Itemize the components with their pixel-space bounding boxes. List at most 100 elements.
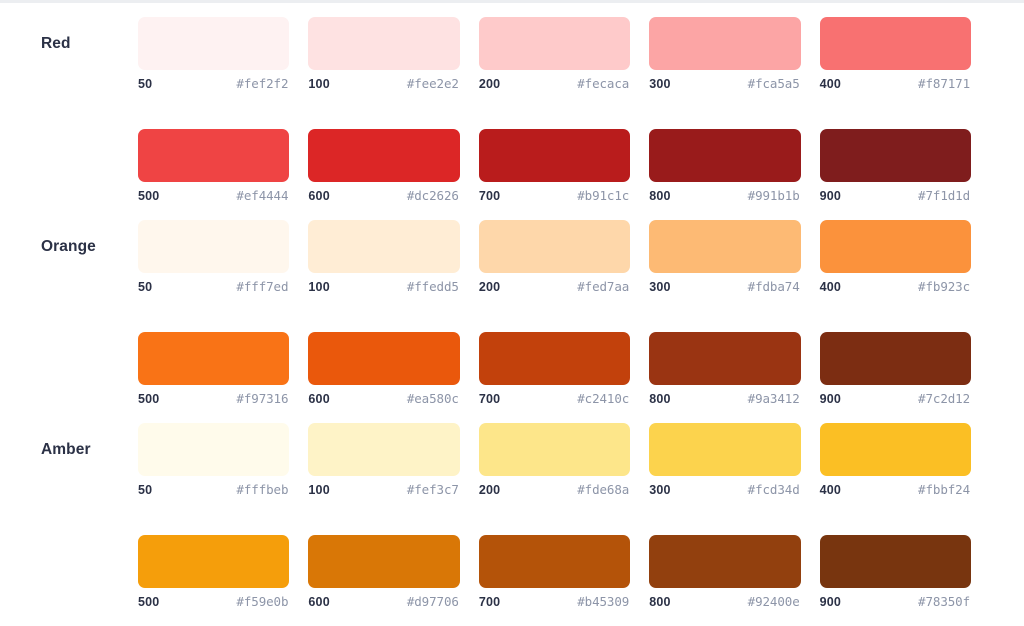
swatch-chip[interactable]	[138, 129, 290, 182]
swatch-chip[interactable]	[649, 535, 801, 588]
swatch-chip[interactable]	[138, 220, 290, 273]
swatch-chip[interactable]	[138, 332, 290, 385]
swatch-chip[interactable]	[308, 332, 460, 385]
shade-hex-code[interactable]: #b91c1c	[577, 188, 630, 203]
swatch-meta: 50 #fef2f2	[138, 76, 289, 91]
shade-hex-code[interactable]: #991b1b	[747, 188, 800, 203]
swatch-chip[interactable]	[138, 535, 290, 588]
shade-hex-code[interactable]: #fee2e2	[406, 76, 459, 91]
swatch-cell[interactable]: 50 #fffbeb	[138, 423, 290, 497]
shade-hex-code[interactable]: #ef4444	[236, 188, 289, 203]
shade-hex-code[interactable]: #fde68a	[577, 482, 630, 497]
shade-hex-code[interactable]: #fef2f2	[236, 76, 289, 91]
swatch-cell[interactable]: 50 #fef2f2	[138, 17, 290, 91]
swatch-chip[interactable]	[308, 17, 460, 70]
swatch-cell[interactable]: 100 #fee2e2	[308, 17, 460, 91]
swatch-cell[interactable]: 700 #b91c1c	[478, 129, 631, 203]
swatch-cell[interactable]: 900 #7c2d12	[819, 332, 972, 406]
shade-hex-code[interactable]: #c2410c	[577, 391, 630, 406]
swatch-cell[interactable]: 200 #fed7aa	[478, 220, 631, 294]
swatch-cell[interactable]: 200 #fecaca	[478, 17, 631, 91]
swatch-row: 50 #fef2f2 100 #fee2e2 200 #fecaca 300 #fca5a5 4…	[138, 17, 972, 91]
shade-hex-code[interactable]: #fffbeb	[236, 482, 289, 497]
swatch-chip[interactable]	[308, 220, 460, 273]
swatch-chip[interactable]	[478, 17, 631, 70]
shade-hex-code[interactable]: #f87171	[918, 76, 971, 91]
swatch-cell[interactable]: 500 #f59e0b	[138, 535, 290, 609]
swatch-meta: 300 #fcd34d	[649, 482, 800, 497]
shade-hex-code[interactable]: #fff7ed	[236, 279, 289, 294]
shade-hex-code[interactable]: #d97706	[406, 594, 459, 609]
shade-hex-code[interactable]: #7f1d1d	[918, 188, 971, 203]
swatch-cell[interactable]: 200 #fde68a	[478, 423, 631, 497]
shade-number: 300	[649, 77, 671, 91]
swatch-cell[interactable]: 500 #f97316	[138, 332, 290, 406]
swatch-cell[interactable]: 700 #b45309	[478, 535, 631, 609]
shade-hex-code[interactable]: #fef3c7	[406, 482, 459, 497]
shade-hex-code[interactable]: #fcd34d	[747, 482, 800, 497]
swatch-cell[interactable]: 100 #ffedd5	[308, 220, 460, 294]
swatch-cell[interactable]: 300 #fcd34d	[649, 423, 801, 497]
group-label: Red	[41, 34, 71, 52]
swatch-cell[interactable]: 800 #92400e	[649, 535, 801, 609]
swatch-chip[interactable]	[308, 535, 460, 588]
swatch-chip[interactable]	[138, 423, 290, 476]
shade-hex-code[interactable]: #b45309	[577, 594, 630, 609]
shade-hex-code[interactable]: #fb923c	[918, 279, 971, 294]
shade-number: 400	[819, 77, 842, 91]
swatch-chip[interactable]	[649, 423, 801, 476]
swatch-chip[interactable]	[819, 17, 972, 70]
swatch-chip[interactable]	[819, 220, 972, 273]
swatch-cell[interactable]: 100 #fef3c7	[308, 423, 460, 497]
swatch-cell[interactable]: 300 #fca5a5	[649, 17, 801, 91]
swatch-cell[interactable]: 800 #9a3412	[649, 332, 801, 406]
group-label-cell: Red	[0, 17, 138, 70]
shade-hex-code[interactable]: #78350f	[918, 594, 971, 609]
shade-hex-code[interactable]: #fecaca	[577, 76, 630, 91]
swatch-chip[interactable]	[819, 535, 972, 588]
shade-hex-code[interactable]: #fdba74	[747, 279, 800, 294]
swatch-chip[interactable]	[819, 423, 972, 476]
swatch-chip[interactable]	[138, 17, 290, 70]
swatch-cell[interactable]: 600 #dc2626	[308, 129, 460, 203]
shade-hex-code[interactable]: #7c2d12	[918, 391, 971, 406]
swatch-chip[interactable]	[649, 17, 801, 70]
group-swatch-rows: 50 #fffbeb 100 #fef3c7 200 #fde68a 300 #fcd34d 4…	[138, 423, 1024, 609]
swatch-cell[interactable]: 700 #c2410c	[478, 332, 631, 406]
swatch-cell[interactable]: 900 #78350f	[819, 535, 972, 609]
swatch-cell[interactable]: 50 #fff7ed	[138, 220, 290, 294]
swatch-chip[interactable]	[478, 423, 631, 476]
shade-hex-code[interactable]: #9a3412	[747, 391, 800, 406]
swatch-cell[interactable]: 400 #fbbf24	[819, 423, 972, 497]
swatch-chip[interactable]	[478, 220, 631, 273]
shade-hex-code[interactable]: #fbbf24	[918, 482, 971, 497]
swatch-chip[interactable]	[308, 129, 460, 182]
swatch-chip[interactable]	[649, 220, 801, 273]
shade-hex-code[interactable]: #fed7aa	[577, 279, 630, 294]
swatch-chip[interactable]	[478, 535, 631, 588]
swatch-chip[interactable]	[819, 332, 972, 385]
shade-hex-code[interactable]: #ea580c	[406, 391, 459, 406]
swatch-cell[interactable]: 600 #ea580c	[308, 332, 460, 406]
swatch-meta: 200 #fed7aa	[479, 279, 630, 294]
swatch-cell[interactable]: 300 #fdba74	[649, 220, 801, 294]
shade-hex-code[interactable]: #ffedd5	[406, 279, 459, 294]
swatch-cell[interactable]: 800 #991b1b	[649, 129, 801, 203]
swatch-cell[interactable]: 900 #7f1d1d	[819, 129, 972, 203]
swatch-cell[interactable]: 500 #ef4444	[138, 129, 290, 203]
swatch-chip[interactable]	[649, 332, 801, 385]
swatch-cell[interactable]: 600 #d97706	[308, 535, 460, 609]
swatch-meta: 900 #7c2d12	[820, 391, 971, 406]
swatch-chip[interactable]	[649, 129, 801, 182]
swatch-chip[interactable]	[819, 129, 972, 182]
swatch-cell[interactable]: 400 #fb923c	[819, 220, 972, 294]
swatch-cell[interactable]: 400 #f87171	[819, 17, 972, 91]
swatch-chip[interactable]	[308, 423, 460, 476]
shade-hex-code[interactable]: #f59e0b	[236, 594, 289, 609]
shade-hex-code[interactable]: #dc2626	[406, 188, 459, 203]
swatch-chip[interactable]	[478, 332, 631, 385]
shade-hex-code[interactable]: #f97316	[236, 391, 289, 406]
shade-hex-code[interactable]: #92400e	[747, 594, 800, 609]
shade-hex-code[interactable]: #fca5a5	[747, 76, 800, 91]
swatch-chip[interactable]	[478, 129, 631, 182]
